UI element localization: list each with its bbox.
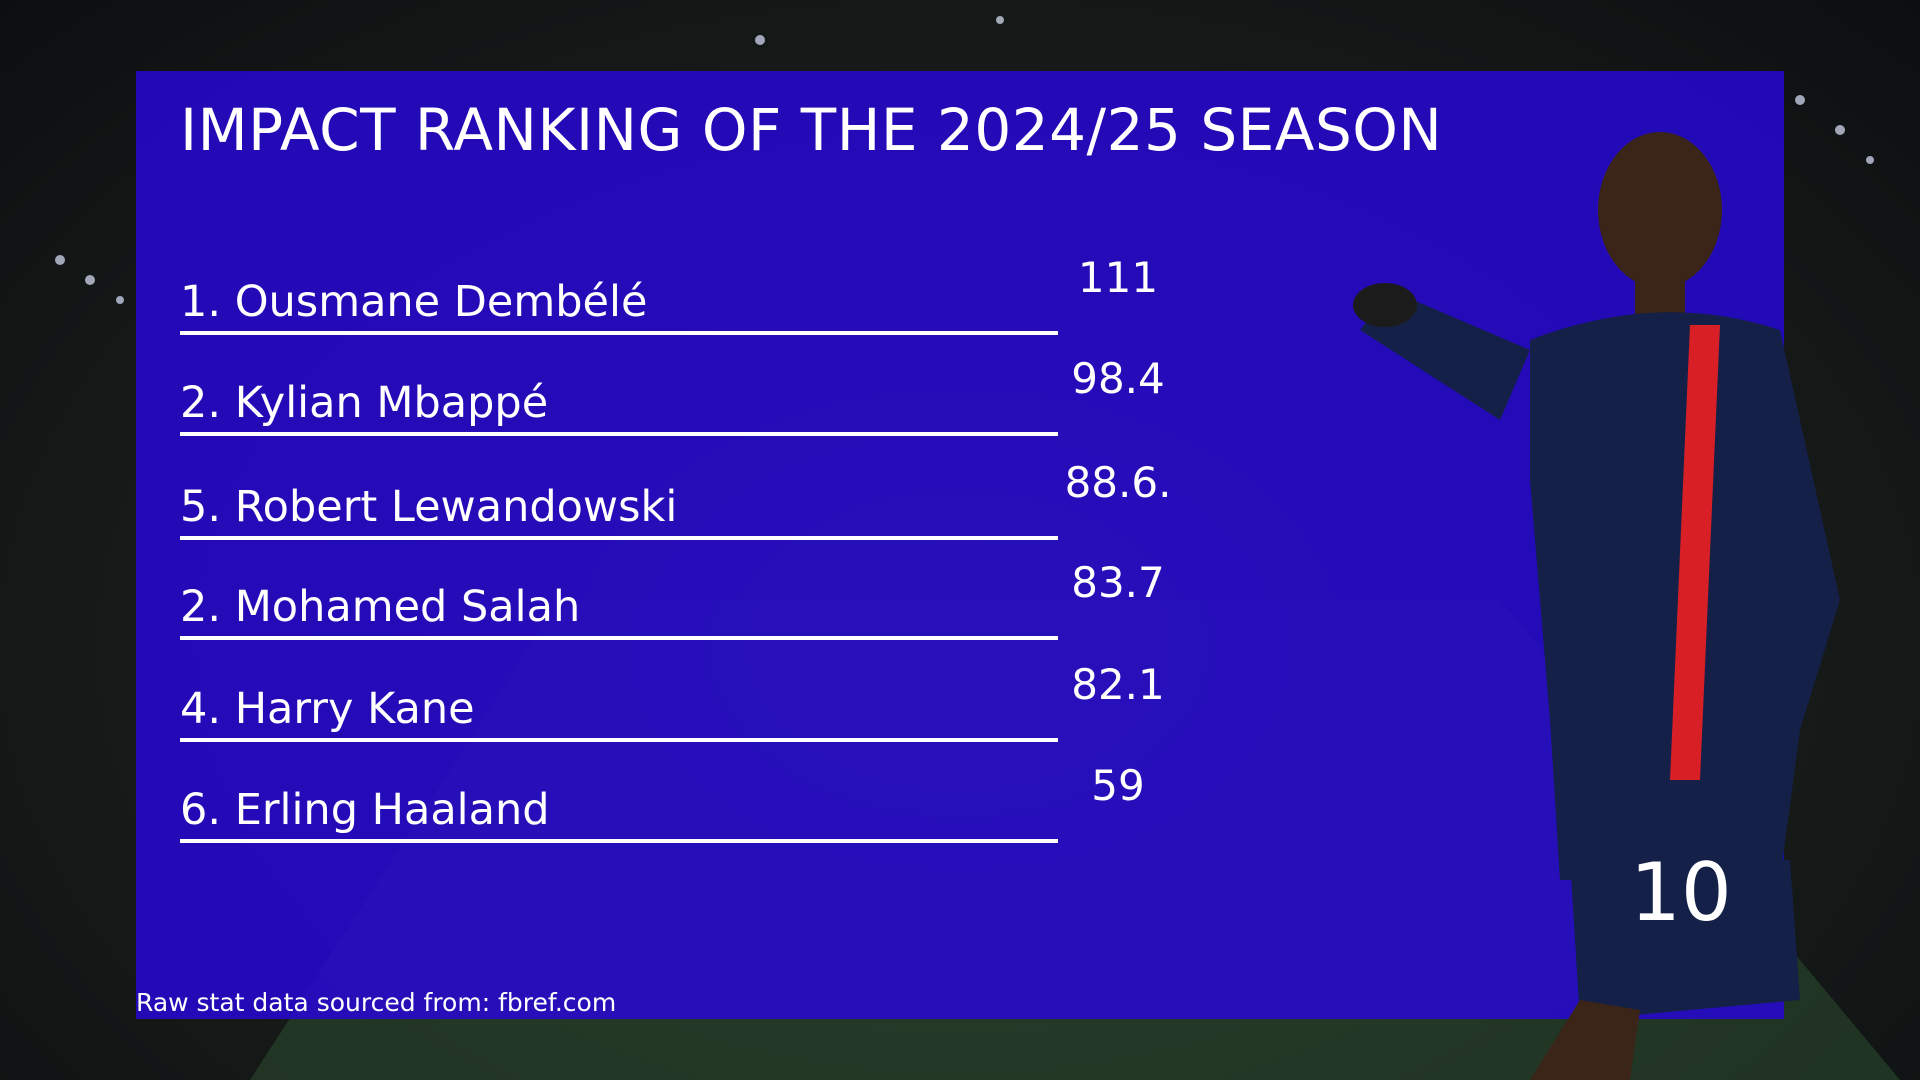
player-name: 2. Mohamed Salah — [180, 582, 581, 632]
impact-score: 82.1 — [1071, 660, 1165, 709]
underline — [180, 536, 1058, 540]
underline — [180, 738, 1058, 742]
title: IMPACT RANKING OF THE 2024/25 SEASON — [180, 96, 1443, 164]
player-name: 5. Robert Lewandowski — [180, 482, 678, 532]
impact-score: 98.4 — [1071, 354, 1165, 403]
impact-score: 111 — [1077, 253, 1159, 302]
player-figure: 10 — [1353, 132, 1840, 1080]
impact-score: 59 — [1091, 761, 1145, 810]
source-note: Raw stat data sourced from: fbref.com — [136, 988, 617, 1017]
player-name: 4. Harry Kane — [180, 684, 475, 734]
impact-score: 88.6. — [1064, 458, 1172, 507]
impact-score: 83.7 — [1071, 558, 1165, 607]
player-name: 6. Erling Haaland — [180, 785, 550, 835]
underline — [180, 839, 1058, 843]
underline — [180, 636, 1058, 640]
underline — [180, 331, 1058, 335]
player-name: 2. Kylian Mbappé — [180, 378, 549, 428]
ranking-panel — [136, 71, 1784, 1019]
underline — [180, 432, 1058, 436]
svg-text:10: 10 — [1630, 846, 1732, 939]
player-name: 1. Ousmane Dembélé — [180, 277, 648, 327]
